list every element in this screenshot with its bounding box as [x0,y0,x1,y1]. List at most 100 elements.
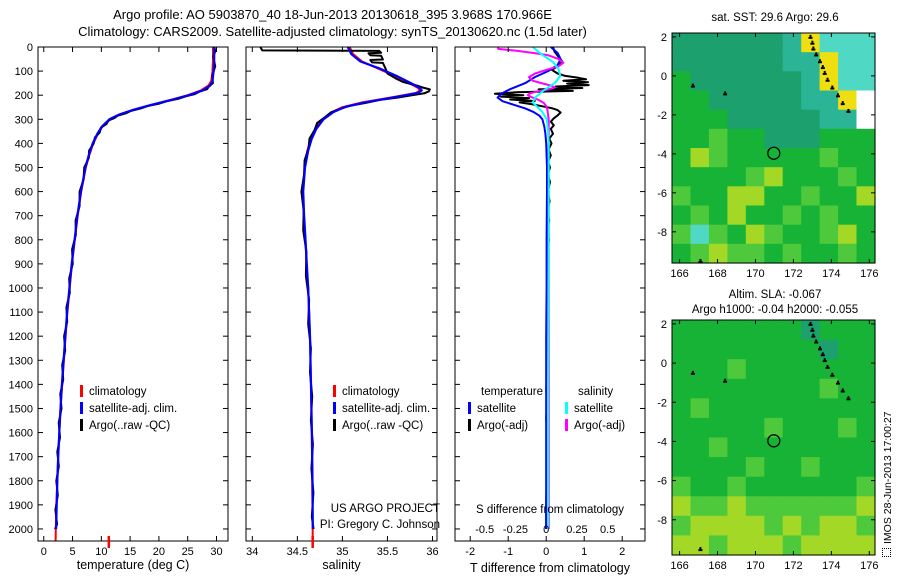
map-cell [819,148,839,168]
sla-map-title-line2: Argo h1000: -0.04 h2000: -0.055 [691,304,859,316]
figure-title-line2: Climatology: CARS2009. Satellite-adjuste… [78,24,587,39]
x-tick-label: 34 [246,546,258,558]
map-cell [672,398,692,419]
map-cell [672,167,692,187]
map-cell [856,417,876,439]
legend-item: climatology [80,384,177,401]
figure-title-line1: Argo profile: AO 5903870_40 18-Jun-2013 … [113,7,552,22]
map-cell [727,378,747,399]
map-cell [801,224,821,245]
map-cell [690,205,710,226]
map-cell [801,128,821,149]
map-cell [819,52,839,72]
map-cell [745,476,765,497]
map-cell [690,109,710,130]
legend-item: satellite-adj. clim. [333,401,430,418]
legend-group-title: temperature [481,386,544,398]
map-cell [819,224,839,245]
map-cell [782,320,802,341]
s-difference-axis-label: S difference from climatology [475,504,625,516]
map-cell [764,398,784,419]
map-y-tick-label: -4 [657,149,667,161]
map-cell [745,515,765,536]
map-cell [745,33,765,53]
map-cell [838,243,858,264]
map-cell [856,167,876,187]
island-mark [724,91,727,94]
map-cell [782,243,802,264]
x-tick-label: 30 [210,546,222,558]
x-tick-label: 5 [69,546,75,558]
float-position-marker [767,434,781,448]
depth-tick-label: 500 [15,162,33,174]
x-tick-label: 10 [95,546,107,558]
island-mark [831,85,834,88]
map-cell [672,535,692,556]
map-cell [764,109,784,130]
map-cell [708,71,728,92]
map-x-tick-label: 174 [822,268,840,280]
map-cell [856,437,876,458]
series-argo-raw-qc [54,47,217,530]
map-cell [838,457,858,478]
island-mark [809,321,812,324]
map-cell [819,417,839,439]
map-cell [727,359,747,380]
map-cell [819,339,839,360]
series-t-diff-satellite [496,47,562,529]
project-annotation: US ARGO PROJECT PI: Gregory C. Johnson [262,501,440,533]
map-cell [690,243,710,264]
map-cell [838,398,858,419]
panel-frame [37,46,229,542]
map-cell [856,535,876,556]
legend-item: climatology [333,384,430,401]
series-s-diff-satellite [531,47,562,529]
island-mark [815,52,818,55]
legend-item: satellite [468,401,543,418]
island-mark [691,370,694,373]
island-mark [817,61,822,64]
depth-tick-label: 1100 [9,307,33,319]
map-cell [856,378,876,399]
project-name: US ARGO PROJECT [330,503,440,515]
map-cell [708,535,728,556]
project-pi: PI: Gregory C. Johnson [319,519,440,531]
x-tick-label: -1 [503,546,513,558]
map-cell [764,148,784,168]
island-mark [841,388,844,391]
map-cell [838,109,858,130]
map-cell [764,378,784,399]
map-cell [819,186,839,207]
map-cell [819,33,839,53]
map-cell [764,167,784,187]
map-cell [727,109,747,130]
map-x-tick-label: 168 [708,268,726,280]
map-cell [690,224,710,245]
map-cell [690,128,710,149]
island-mark [826,364,829,367]
legend-label: Argo(..raw -QC) [89,420,171,432]
map-cell [727,224,747,245]
map-cell [708,128,728,149]
map-cell [708,205,728,226]
map-cell [856,33,876,53]
island-mark [690,85,695,88]
island-mark [821,352,824,355]
island-mark [818,346,821,349]
map-cell [801,417,821,439]
depth-tick-label: 1800 [9,476,33,488]
map-cell [745,320,765,341]
map-cell [672,109,692,130]
island-mark [809,34,812,37]
depth-tick-label: 300 [15,114,33,126]
map-y-tick-label: 0 [661,358,667,370]
island-mark [808,323,813,326]
map-cell [838,205,858,226]
legend-marker-argo-raw [333,419,336,431]
map-cell [801,186,821,207]
map-cell [801,535,821,556]
map-cell [745,109,765,130]
map-cell [708,515,728,536]
map-cell [690,515,710,536]
